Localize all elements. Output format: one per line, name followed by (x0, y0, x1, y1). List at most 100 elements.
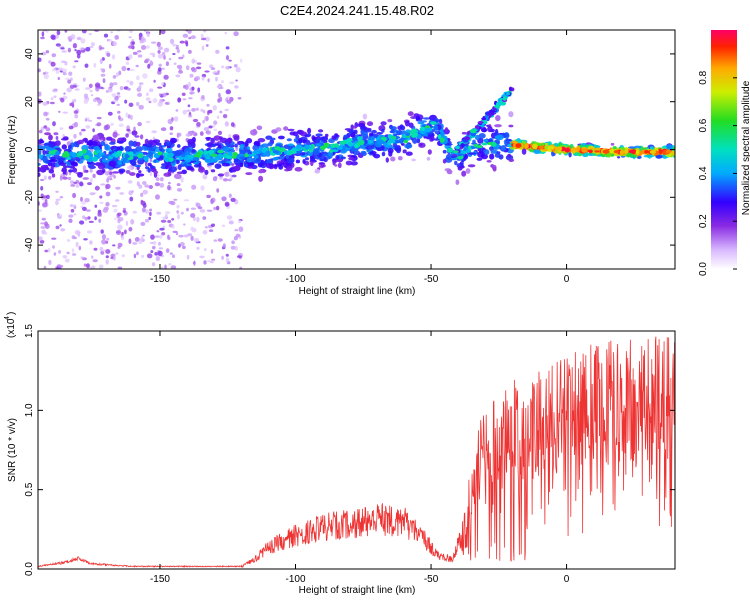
heatmap-cell (239, 162, 244, 168)
heatmap-cell (189, 73, 194, 78)
heatmap-cell (556, 146, 563, 151)
heatmap-cell (89, 168, 93, 173)
heatmap-cell (494, 105, 499, 108)
heatmap-cell (82, 77, 86, 82)
heatmap-cell (215, 76, 218, 82)
heatmap-cell (495, 115, 501, 122)
heatmap-cell (147, 167, 151, 173)
heatmap-cell (119, 86, 124, 91)
heatmap-cell (225, 155, 233, 159)
heatmap-cell (204, 36, 211, 42)
heatmap-cell (225, 55, 230, 61)
heatmap-cell (145, 209, 150, 214)
heatmap-cell (365, 146, 373, 150)
heatmap-cell (113, 158, 119, 162)
heatmap-cell (170, 38, 175, 45)
heatmap-cell (324, 133, 329, 138)
heatmap-cell (58, 110, 61, 113)
heatmap-cell (195, 107, 199, 111)
heatmap-cell (46, 194, 50, 200)
heatmap-cell (72, 167, 78, 173)
heatmap-cell (99, 138, 103, 141)
heatmap-cell (222, 243, 226, 249)
heatmap-cell (335, 155, 340, 160)
heatmap-cell (59, 175, 63, 181)
heatmap-cell (44, 223, 50, 229)
heatmap-cell (206, 209, 213, 212)
heatmap-x-tick-label: -50 (424, 274, 439, 285)
heatmap-cell (187, 138, 195, 145)
heatmap-cell (84, 198, 90, 203)
heatmap-cell (53, 252, 57, 256)
heatmap-cell (161, 266, 164, 269)
heatmap-cell (186, 207, 189, 212)
heatmap-cell (366, 121, 374, 127)
heatmap-cell (171, 224, 175, 229)
heatmap-cell (146, 253, 153, 259)
colorbar-tick-label: 0.4 (698, 166, 709, 180)
heatmap-cell (502, 96, 507, 101)
heatmap-cell (186, 109, 191, 113)
snr-exponent-label: (x10 (6, 318, 17, 338)
heatmap-cell (94, 185, 100, 191)
heatmap-cell (508, 111, 514, 118)
heatmap-cell (190, 213, 196, 218)
heatmap-cell (180, 211, 184, 215)
heatmap-cell (148, 139, 154, 145)
heatmap-cell (210, 198, 214, 205)
heatmap-cell (47, 143, 54, 147)
heatmap-cell (126, 80, 130, 83)
heatmap-cell (38, 154, 43, 159)
heatmap-cell (168, 181, 171, 185)
heatmap-cell (274, 164, 282, 167)
heatmap-cell (38, 129, 43, 134)
heatmap-cell (74, 88, 80, 91)
colorbar-tick-label: 0.2 (698, 214, 709, 228)
heatmap-cell (200, 185, 205, 191)
heatmap-cell (155, 255, 160, 262)
heatmap-cell (83, 93, 89, 99)
heatmap-cell (230, 176, 233, 181)
heatmap-cell (434, 130, 439, 134)
heatmap-cell (477, 145, 483, 149)
heatmap-cell (38, 172, 41, 177)
heatmap-cell (224, 201, 230, 207)
heatmap-cell (235, 233, 241, 238)
heatmap-cell (43, 232, 48, 235)
heatmap-cell (225, 46, 230, 50)
heatmap-cell (345, 160, 353, 166)
heatmap-cell (472, 139, 476, 144)
heatmap-cell (505, 138, 510, 144)
heatmap-cell (655, 154, 663, 159)
heatmap-cell (389, 130, 394, 134)
heatmap-cell (61, 68, 68, 73)
heatmap-cell (164, 264, 167, 269)
heatmap-cell (187, 233, 193, 237)
heatmap-cell (73, 121, 79, 128)
heatmap-x-tick-label: -150 (150, 274, 170, 285)
heatmap-cell (71, 152, 78, 158)
heatmap-cell (192, 131, 198, 137)
heatmap-cell (45, 30, 49, 33)
heatmap-cell (72, 98, 77, 103)
heatmap-cell (67, 176, 72, 181)
heatmap-cell (649, 146, 654, 151)
heatmap-cell (55, 43, 61, 47)
heatmap-cell (55, 136, 59, 140)
heatmap-cell (74, 229, 80, 235)
heatmap-cell (446, 147, 454, 153)
heatmap-cell (225, 257, 230, 263)
snr-exponent: (x10 4 ) (4, 312, 17, 338)
heatmap-cell (181, 92, 186, 97)
heatmap-cell (422, 117, 431, 120)
heatmap-cell (96, 141, 101, 145)
heatmap-cell (71, 253, 77, 256)
heatmap-cell (182, 54, 185, 58)
heatmap-cell (357, 136, 363, 141)
heatmap-cell (169, 252, 173, 255)
heatmap-cell (216, 188, 220, 193)
heatmap-cell (42, 149, 46, 156)
heatmap-cell (286, 138, 292, 142)
heatmap-cell (548, 146, 554, 150)
heatmap-cell (508, 158, 515, 162)
